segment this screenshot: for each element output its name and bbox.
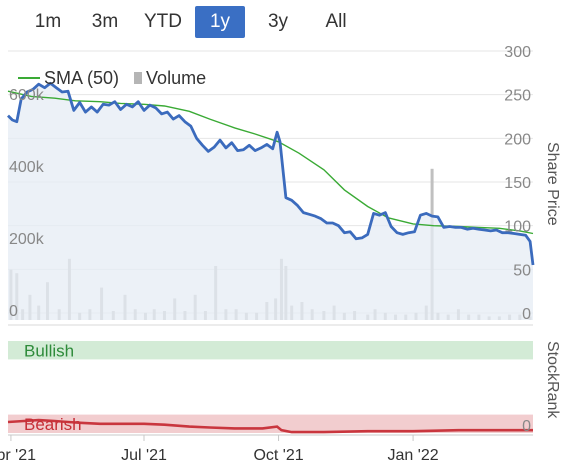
share-price-axis-title: Share Price (544, 142, 561, 226)
volume-y-tick-label: 600k (9, 87, 45, 104)
volume-legend-swatch (134, 72, 143, 85)
stockrank-line (7, 418, 533, 434)
range-tab-3y[interactable]: 3y (267, 11, 289, 32)
x-tick-label: Jan '22 (388, 447, 439, 464)
axes (8, 324, 533, 441)
x-tick-label: Oct '21 (253, 447, 303, 464)
share-price-line (7, 81, 535, 266)
price-y-tick-label: 100 (504, 219, 531, 236)
price-lines (7, 81, 535, 266)
chart-legend: SMA (50) Volume (18, 67, 206, 89)
range-tab-1m[interactable]: 1m (34, 11, 62, 32)
range-tab-ytd[interactable]: YTD (144, 11, 182, 32)
range-tab-1y[interactable]: 1y (195, 6, 245, 38)
price-y-tick-label: 50 (513, 262, 531, 279)
sma-legend-swatch (18, 77, 40, 80)
sma-legend-label: SMA (50) (44, 67, 120, 88)
x-tick-label: Jul '21 (121, 447, 167, 464)
time-range-selector: 1m 3m YTD 1y 3y All (0, 0, 573, 44)
bearish-band-label: Bearish (24, 415, 82, 434)
stockrank-axis-title: StockRank (544, 341, 561, 419)
price-y-tick-label: 150 (504, 175, 531, 192)
x-tick-label: Apr '21 (0, 447, 36, 464)
volume-legend-label: Volume (146, 67, 207, 88)
price-area (8, 83, 533, 320)
stockrank-y-tick-label: 0 (522, 418, 531, 435)
axis-labels: Bullish Bearish Apr '21 Jul '21 Oct '21 Jan '… (0, 44, 531, 464)
price-y-tick-label: 0 (522, 306, 531, 323)
bearish-band (8, 414, 533, 433)
stockrank-line-layer (7, 418, 533, 434)
range-tab-all[interactable]: All (325, 11, 347, 32)
bullish-band (8, 341, 533, 360)
price-y-tick-label: 300 (504, 44, 531, 61)
stock-chart: Bullish Bearish Apr '21 Jul '21 Oct '21 Jan '… (0, 44, 535, 464)
stockrank-bands (8, 341, 533, 433)
volume-y-tick-label: 0 (9, 303, 18, 320)
price-y-tick-label: 200 (504, 131, 531, 148)
bullish-band-label: Bullish (24, 341, 74, 360)
range-tab-3m[interactable]: 3m (91, 11, 119, 32)
volume-y-tick-label: 400k (9, 159, 45, 176)
volume-y-tick-label: 200k (9, 231, 45, 248)
price-area-fill (8, 83, 533, 320)
price-y-tick-label: 250 (504, 88, 531, 105)
